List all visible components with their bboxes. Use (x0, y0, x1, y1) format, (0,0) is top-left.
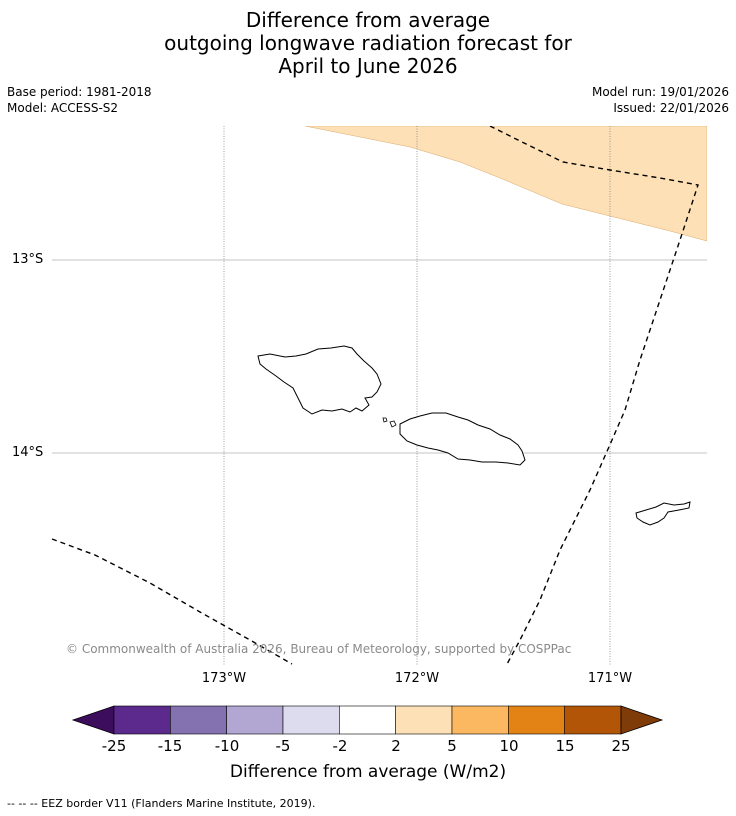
upolu-island (399, 412, 526, 466)
colorbar-tick-label: 2 (391, 737, 401, 755)
model-run: Model run: 19/01/2026 (591, 85, 729, 99)
lat-label-14s: 14°S (12, 445, 44, 460)
colorbar-segment (564, 705, 622, 735)
base-period: Base period: 1981-2018 (7, 85, 152, 99)
eez-legend-note: -- -- -- EEZ border V11 (Flanders Marine… (7, 797, 316, 810)
colorbar-extend-low (71, 705, 115, 735)
colorbar (71, 705, 664, 735)
title-line-1: Difference from average (245, 8, 491, 32)
colorbar-tick-label: -5 (275, 737, 291, 755)
title-line-3: April to June 2026 (278, 54, 458, 78)
colorbar-segment (113, 705, 171, 735)
shaded-anomaly-region (304, 126, 707, 242)
manono-islet (389, 420, 397, 428)
colorbar-tick-label: -10 (214, 737, 240, 755)
colorbar-title: Difference from average (W/m2) (229, 762, 507, 782)
colorbar-segment (508, 705, 565, 735)
model-name: Model: ACCESS-S2 (7, 101, 119, 115)
colorbar-tick-label: 25 (611, 737, 631, 755)
lon-label-172w: 172°W (394, 671, 440, 686)
title-line-2: outgoing longwave radiation forecast for (164, 31, 572, 55)
colorbar-extend-high (620, 705, 664, 735)
issued-date: Issued: 22/01/2026 (613, 101, 729, 115)
tutuila-island (635, 501, 691, 526)
colorbar-tick-label: 15 (555, 737, 575, 755)
colorbar-tick-label: -2 (332, 737, 348, 755)
colorbar-tick-label: -15 (157, 737, 183, 755)
colorbar-segment (339, 705, 396, 735)
lon-label-173w: 173°W (201, 671, 247, 686)
colorbar-tick-label: -25 (101, 737, 127, 755)
savaii-island (257, 345, 382, 415)
colorbar-tick-label: 10 (499, 737, 519, 755)
colorbar-tick-label: 5 (447, 737, 457, 755)
lat-label-13s: 13°S (12, 252, 44, 267)
eez-border-south-west (51, 538, 293, 665)
lon-label-171w: 171°W (587, 671, 633, 686)
colorbar-segment (395, 705, 453, 735)
colorbar-segment (170, 705, 227, 735)
colorbar-segment (451, 705, 509, 735)
apolima-islet (382, 417, 388, 423)
eez-border-north-east (489, 126, 699, 666)
copyright-note: © Commonwealth of Australia 2026, Bureau… (66, 642, 572, 656)
colorbar-segment (226, 705, 284, 735)
colorbar-segment (282, 705, 340, 735)
